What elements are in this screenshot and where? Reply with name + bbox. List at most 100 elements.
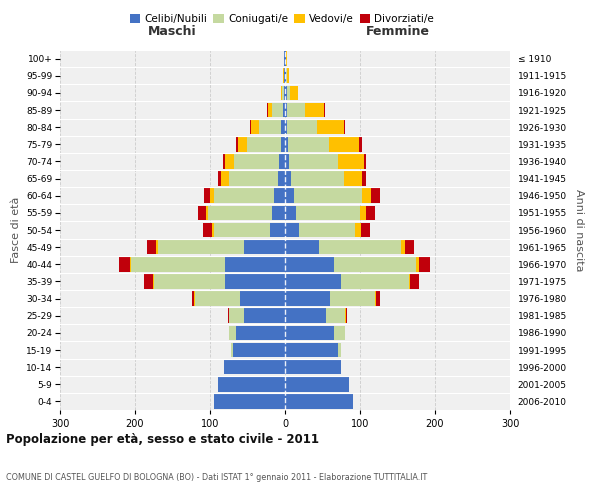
- Bar: [231, 342, 285, 357]
- Bar: [240, 292, 285, 306]
- Bar: [274, 188, 285, 203]
- Bar: [223, 360, 285, 374]
- Bar: [285, 86, 287, 100]
- Bar: [285, 360, 341, 374]
- Bar: [214, 394, 285, 408]
- Bar: [285, 274, 341, 288]
- Bar: [218, 377, 285, 392]
- Bar: [285, 222, 355, 238]
- Bar: [223, 154, 285, 168]
- Bar: [214, 394, 285, 408]
- Bar: [285, 240, 319, 254]
- Bar: [285, 308, 346, 323]
- Bar: [225, 257, 285, 272]
- Bar: [210, 188, 285, 203]
- Bar: [154, 274, 285, 288]
- Bar: [285, 240, 405, 254]
- Bar: [285, 240, 401, 254]
- Bar: [285, 240, 414, 254]
- Bar: [195, 292, 285, 306]
- Bar: [218, 377, 285, 392]
- Bar: [225, 154, 285, 168]
- Bar: [285, 52, 286, 66]
- Bar: [285, 120, 287, 134]
- Bar: [147, 240, 285, 254]
- Bar: [208, 206, 285, 220]
- Bar: [214, 394, 285, 408]
- Bar: [285, 222, 299, 238]
- Bar: [285, 342, 341, 357]
- Bar: [285, 308, 326, 323]
- Bar: [285, 274, 409, 288]
- Bar: [192, 292, 285, 306]
- Bar: [285, 326, 334, 340]
- Bar: [285, 154, 289, 168]
- Bar: [270, 222, 285, 238]
- Bar: [281, 120, 285, 134]
- Bar: [285, 188, 371, 203]
- Bar: [259, 120, 285, 134]
- Bar: [229, 326, 285, 340]
- Bar: [285, 394, 353, 408]
- Bar: [285, 172, 362, 186]
- Bar: [285, 342, 341, 357]
- Bar: [285, 342, 337, 357]
- Bar: [285, 102, 324, 118]
- Bar: [285, 326, 345, 340]
- Bar: [285, 394, 353, 408]
- Bar: [281, 137, 285, 152]
- Bar: [285, 102, 325, 118]
- Bar: [285, 188, 361, 203]
- Bar: [285, 308, 347, 323]
- Bar: [285, 274, 419, 288]
- Bar: [285, 120, 317, 134]
- Bar: [285, 102, 305, 118]
- Bar: [285, 292, 380, 306]
- Bar: [229, 326, 285, 340]
- Text: Popolazione per età, sesso e stato civile - 2011: Popolazione per età, sesso e stato civil…: [6, 432, 319, 446]
- Bar: [267, 102, 285, 118]
- Bar: [223, 360, 285, 374]
- Y-axis label: Anni di nascita: Anni di nascita: [574, 188, 584, 271]
- Bar: [284, 86, 285, 100]
- Bar: [285, 292, 375, 306]
- Bar: [285, 172, 366, 186]
- Bar: [229, 308, 285, 323]
- Bar: [244, 240, 285, 254]
- Bar: [285, 222, 361, 238]
- Bar: [284, 52, 285, 66]
- Bar: [204, 188, 285, 203]
- Bar: [244, 308, 285, 323]
- Bar: [247, 137, 285, 152]
- Bar: [285, 68, 287, 83]
- Bar: [285, 172, 291, 186]
- Bar: [285, 394, 353, 408]
- Text: Maschi: Maschi: [148, 25, 197, 38]
- Bar: [285, 274, 410, 288]
- Bar: [285, 292, 330, 306]
- Bar: [156, 240, 285, 254]
- Bar: [223, 360, 285, 374]
- Bar: [223, 360, 285, 374]
- Bar: [285, 206, 375, 220]
- Bar: [238, 137, 285, 152]
- Bar: [285, 68, 286, 83]
- Bar: [228, 308, 285, 323]
- Y-axis label: Fasce di età: Fasce di età: [11, 197, 20, 263]
- Bar: [214, 394, 285, 408]
- Bar: [285, 120, 343, 134]
- Bar: [285, 137, 359, 152]
- Bar: [285, 137, 288, 152]
- Bar: [285, 86, 298, 100]
- Bar: [285, 154, 366, 168]
- Bar: [285, 326, 345, 340]
- Bar: [284, 68, 285, 83]
- Bar: [284, 52, 285, 66]
- Bar: [203, 222, 285, 238]
- Bar: [285, 137, 329, 152]
- Bar: [251, 120, 285, 134]
- Bar: [285, 342, 341, 357]
- Bar: [277, 172, 285, 186]
- Bar: [285, 86, 298, 100]
- Bar: [285, 222, 370, 238]
